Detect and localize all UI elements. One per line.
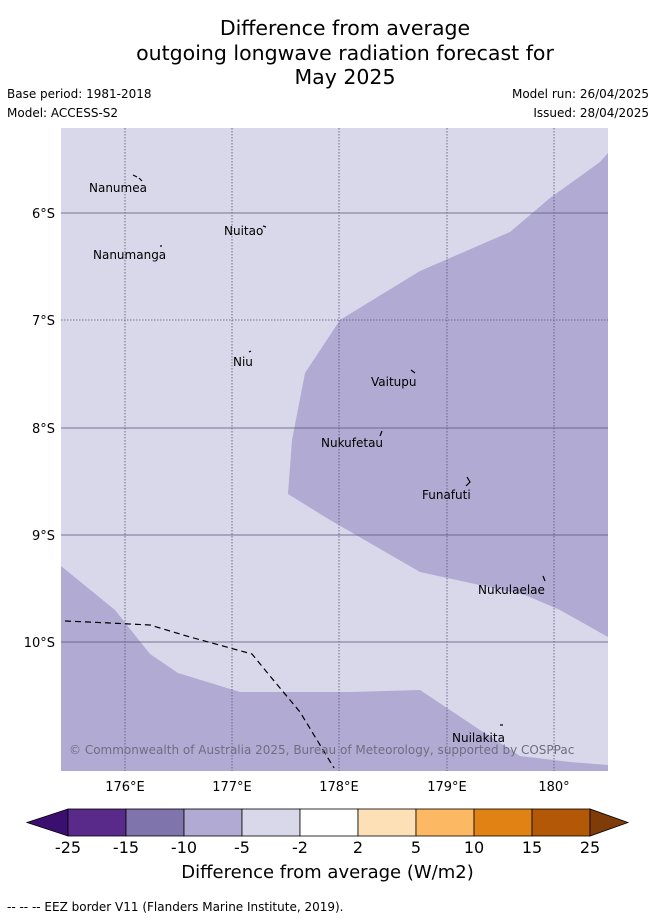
place-label-nukulaelae: Nukulaelae [478,583,545,597]
copyright-text: © Commonwealth of Australia 2025, Bureau… [69,743,574,757]
longitude-gridlines [124,128,555,771]
colorbar-swatch [531,808,591,837]
place-label-nanumanga: Nanumanga [93,248,166,262]
model-name: Model: ACCESS-S2 [7,106,119,120]
place-label-nuilakita: Nuilakita [452,731,505,745]
lat-label-6s: 6°S [32,207,55,222]
place-label-vaitupu: Vaitupu [371,375,417,389]
island-niu [248,350,252,353]
colorbar-tick-label: 15 [522,838,542,857]
colorbar-swatch [125,808,185,837]
lat-label-7s: 7°S [32,314,55,329]
colorbar-swatch [183,808,243,837]
chart-title: Difference from average outgoing longwav… [0,16,655,90]
issued-date: Issued: 28/04/2025 [533,106,649,120]
colorbar-swatch [415,808,475,837]
island-nukulaelae [542,575,546,582]
colorbar-tick-label: 2 [353,838,363,857]
colorbar-tick-label: -5 [234,838,250,857]
colorbar-tick-label: -2 [292,838,308,857]
model-run: Model run: 26/04/2025 [511,87,649,101]
place-label-nuitao: Nuitao [224,224,263,238]
colorbar-min-extension [25,808,69,837]
island-nuitao [262,225,267,228]
title-line-2: outgoing longwave radiation forecast for [136,40,554,65]
island-nanumea [132,174,143,182]
place-label-niu: Niu [233,355,253,369]
island-nukufetau [379,430,383,437]
lat-label-8s: 8°S [32,422,55,437]
colorbar-swatch [473,808,533,837]
island-outlines [132,174,546,726]
colorbar-swatch [357,808,417,837]
lon-label-177e: 177°E [212,780,252,795]
eez-border [64,620,335,769]
colorbar-tick-label: 5 [411,838,421,857]
lat-label-10s: 10°S [24,636,55,651]
colorbar-tick-label: 10 [464,838,484,857]
title-line-1: Difference from average [219,16,471,40]
place-label-funafuti: Funafuti [422,488,471,502]
colorbar-swatch [299,808,359,837]
island-funafuti [465,476,471,487]
colorbar: -25 -15 -10 -5 -2 2 5 10 15 25 [25,808,630,857]
colorbar-tick-label: -15 [113,838,139,857]
place-label-nukufetau: Nukufetau [321,436,383,450]
colorbar-tick-label: -25 [55,838,81,857]
colorbar-tick-label: 25 [580,838,600,857]
island-vaitupu [410,369,416,374]
colorbar-title: Difference from average (W/m2) [181,862,474,883]
colorbar-swatch [67,808,127,837]
colorbar-tick-label: -10 [171,838,197,857]
title-line-3: May 2025 [294,65,396,89]
lon-label-176e: 176°E [105,780,145,795]
lon-label-178e: 178°E [319,780,359,795]
base-period: Base period: 1981-2018 [7,87,152,101]
anomaly-region-southwest [61,566,608,771]
lon-label-179e: 179°E [427,780,467,795]
lat-label-9s: 9°S [32,529,55,544]
latitude-gridlines [61,212,608,643]
anomaly-region-northeast [288,153,608,637]
colorbar-max-extension [589,808,630,837]
colorbar-swatch [241,808,301,837]
lon-label-180: 180° [538,780,569,795]
place-label-nanumea: Nanumea [89,181,147,195]
eez-border-legend: -- -- -- EEZ border V11 (Flanders Marine… [7,900,344,914]
